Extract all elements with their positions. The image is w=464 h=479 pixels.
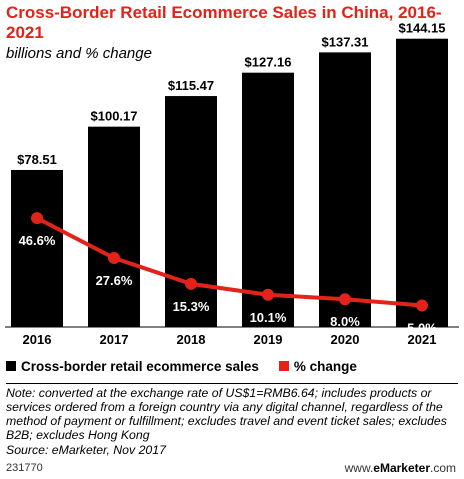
change-point-2016 <box>31 212 43 225</box>
x-tick-label-2016: 2016 <box>23 332 52 347</box>
change-label-2019: 10.1% <box>250 310 287 325</box>
chart-note: Note: converted at the exchange rate of … <box>6 386 447 442</box>
change-point-2019 <box>262 288 274 301</box>
legend-swatch-change <box>278 361 289 371</box>
change-point-2018 <box>185 277 197 290</box>
chart-legend: Cross-border retail ecommerce sales % ch… <box>6 356 458 376</box>
bar-2017 <box>88 126 140 327</box>
brand-suffix: .com <box>429 461 456 475</box>
x-tick-label-2018: 2018 <box>177 332 206 347</box>
change-label-2020: 8.0% <box>330 314 360 329</box>
legend-swatch-sales <box>6 361 16 371</box>
legend-item-change: % change <box>278 358 357 374</box>
chart-id: 231770 <box>6 462 43 474</box>
chart-subtitle: billions and % change <box>6 45 152 62</box>
brand-logo: www.eMarketer.com <box>345 461 456 475</box>
x-tick-label-2017: 2017 <box>100 332 129 347</box>
change-label-2018: 15.3% <box>173 299 210 314</box>
x-tick-label-2019: 2019 <box>254 332 283 347</box>
bar-value-label-2017: $100.17 <box>91 109 138 124</box>
bar-2020 <box>319 52 371 327</box>
legend-item-sales: Cross-border retail ecommerce sales <box>6 359 259 374</box>
change-label-2021: 5.0% <box>407 321 437 336</box>
legend-label-change: % change <box>293 358 357 374</box>
brand-prefix: www. <box>344 461 374 475</box>
chart-canvas: $78.51 2016 $100.17 2017 $115.47 2018 $127.16 2… <box>5 21 459 347</box>
change-point-2020 <box>339 293 351 306</box>
legend-label-sales: Cross-border retail ecommerce sales <box>21 358 259 374</box>
bar-value-label-2016: $78.51 <box>17 152 57 167</box>
bar-2018 <box>165 96 217 327</box>
bar-2021 <box>396 38 448 327</box>
bar-value-label-2020: $137.31 <box>322 34 369 49</box>
x-tick-label-2021: 2021 <box>408 332 437 347</box>
x-tick-label-2020: 2020 <box>331 332 360 347</box>
change-line <box>36 216 423 308</box>
chart-source: Source: eMarketer, Nov 2017 <box>6 443 166 457</box>
change-label-2017: 27.6% <box>96 273 133 288</box>
change-point-2017 <box>108 252 120 265</box>
change-point-2021 <box>416 299 428 312</box>
footer-divider <box>6 383 458 384</box>
bar-2019 <box>242 72 294 328</box>
chart-title: Cross-Border Retail Ecommerce Sales in C… <box>6 3 442 42</box>
bar-value-label-2021: $144.15 <box>399 21 446 36</box>
change-label-2016: 46.6% <box>19 233 56 248</box>
bar-2016 <box>11 169 63 327</box>
bar-value-label-2018: $115.47 <box>168 78 214 93</box>
bar-value-label-2019: $127.16 <box>245 55 292 70</box>
brand-name: eMarketer <box>373 461 430 475</box>
